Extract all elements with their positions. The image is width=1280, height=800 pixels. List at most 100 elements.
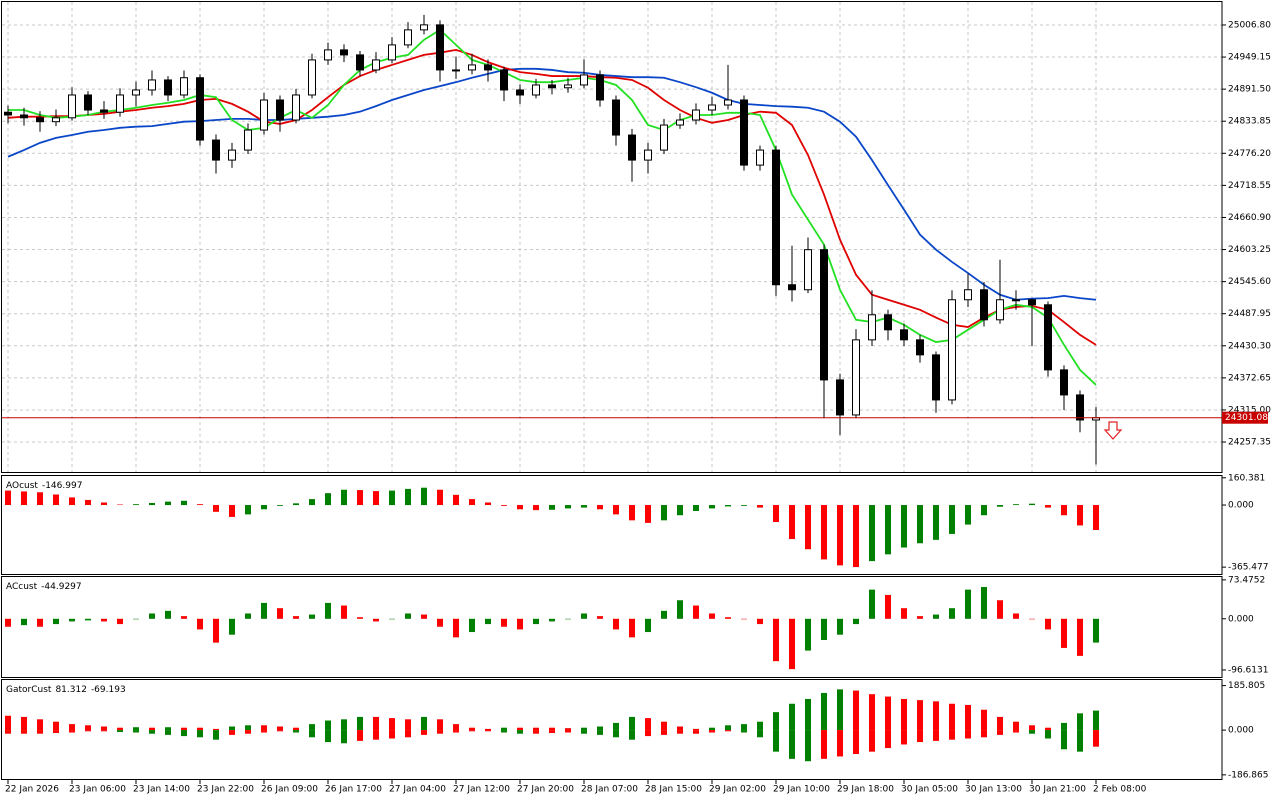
histogram-bar <box>421 614 427 619</box>
gator-bar <box>245 730 251 734</box>
histogram-bar <box>21 618 27 626</box>
histogram-bar <box>949 505 955 534</box>
candle-body <box>932 354 940 401</box>
gator-bar <box>165 730 171 735</box>
y-tick-label: 24891.50 <box>1228 85 1271 95</box>
x-tick-label: 26 Jan 09:00 <box>261 785 318 795</box>
gator-bar <box>5 715 11 731</box>
gator-bar <box>741 724 747 731</box>
candle-body <box>996 299 1004 321</box>
histogram-bar <box>389 490 395 506</box>
candle-body <box>1028 299 1036 306</box>
indicator-label: AOcust -146.997 <box>6 481 82 491</box>
gator-bar <box>757 721 763 731</box>
gator-bar <box>133 730 139 733</box>
candle-body <box>948 299 956 401</box>
y-tick-label: 24660.90 <box>1228 213 1271 223</box>
histogram-bar <box>341 489 347 506</box>
gator-bar <box>1013 721 1019 731</box>
gator-bar <box>1077 730 1083 752</box>
histogram-bar <box>613 618 619 630</box>
gator-bar <box>597 730 603 735</box>
candle-body <box>36 117 44 123</box>
histogram-bar <box>325 602 331 619</box>
histogram-bar <box>5 490 11 506</box>
histogram-bar <box>261 602 267 619</box>
gator-bar <box>773 712 779 731</box>
gator-bar <box>1013 730 1019 733</box>
gator-bar <box>485 728 491 731</box>
x-tick-label: 29 Jan 18:00 <box>837 785 894 795</box>
gator-bar <box>645 718 651 731</box>
histogram-bar <box>725 617 731 619</box>
candle-body <box>1012 299 1020 302</box>
histogram-bar <box>549 505 555 510</box>
indicator-label: GatorCust 81.312 -69.193 <box>6 685 126 695</box>
gator-bar <box>901 730 907 745</box>
histogram-bar <box>981 505 987 516</box>
histogram-bar <box>37 618 43 627</box>
histogram-bar <box>581 613 587 619</box>
price-label: 24301.08 <box>1225 413 1268 423</box>
indicator-value: -44.9297 <box>41 582 81 592</box>
histogram-bar <box>245 613 251 619</box>
gator-bar <box>789 703 795 731</box>
histogram-bar <box>149 502 155 506</box>
histogram-bar <box>1013 504 1019 506</box>
gator-bar <box>645 730 651 737</box>
gator-bar <box>293 727 299 731</box>
gator-bar <box>37 719 43 731</box>
gator-bar <box>261 725 267 731</box>
y-tick-label: 24487.95 <box>1228 309 1271 319</box>
histogram-bar <box>485 618 491 625</box>
histogram-bar <box>101 618 107 622</box>
candle-body <box>548 84 556 89</box>
alligator-line <box>7 48 1097 346</box>
gator-bar <box>565 730 571 733</box>
gator-bar <box>357 730 363 741</box>
histogram-bar <box>853 618 859 625</box>
gator-bar <box>661 730 667 735</box>
gator-bar <box>997 730 1003 735</box>
histogram-bar <box>677 505 683 516</box>
gator-bar <box>277 726 283 731</box>
candle-body <box>1044 304 1052 371</box>
gator-bar <box>85 730 91 732</box>
gator-bar <box>117 727 123 731</box>
gator-bar <box>773 730 779 752</box>
gator-bar <box>917 700 923 731</box>
gator-bar <box>277 730 283 732</box>
y-tick-label: 0.000 <box>1228 726 1254 736</box>
histogram-bar <box>837 505 843 566</box>
histogram-bar <box>1061 618 1067 648</box>
gator-bar <box>853 690 859 731</box>
candle-body <box>500 69 508 91</box>
gator-bar <box>1045 730 1051 739</box>
gator-bar <box>517 730 523 734</box>
candle-body <box>356 54 364 71</box>
x-tick-label: 30 Jan 13:00 <box>965 785 1022 795</box>
gator-bar <box>949 703 955 731</box>
indicator-value: 81.312 <box>55 685 87 695</box>
candle-body <box>964 289 972 301</box>
histogram-bar <box>1093 505 1099 531</box>
histogram-bar <box>757 505 763 508</box>
candle-body <box>836 379 844 416</box>
histogram-bar <box>917 505 923 544</box>
gator-bar <box>1029 725 1035 731</box>
candle-body <box>484 64 492 71</box>
gator-bar <box>485 730 491 732</box>
candle-body <box>324 49 332 61</box>
histogram-bar <box>533 618 539 625</box>
histogram-bar <box>565 618 571 620</box>
candle-body <box>884 314 892 331</box>
candle-body <box>708 104 716 111</box>
gator-bar <box>453 724 459 731</box>
main-panel-frame <box>1 1 1223 473</box>
candle-body <box>644 149 652 161</box>
x-tick-label: 27 Jan 20:00 <box>517 785 574 795</box>
histogram-bar <box>965 505 971 525</box>
histogram-bar <box>741 618 747 620</box>
y-tick-label: -96.6131 <box>1228 665 1268 675</box>
histogram-bar <box>277 505 283 506</box>
